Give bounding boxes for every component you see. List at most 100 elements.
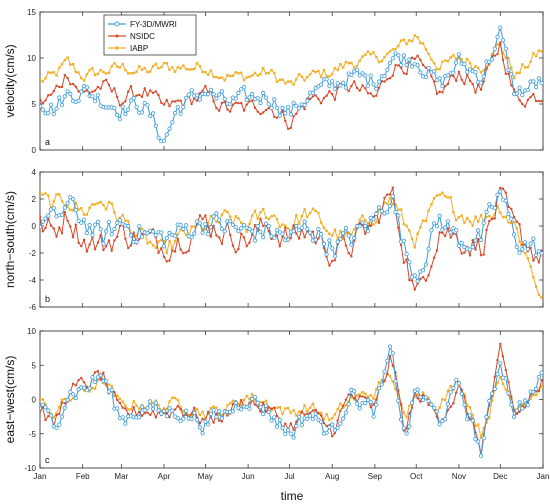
data-point-fy3d [473, 70, 478, 75]
data-point-nsidc [63, 402, 66, 405]
data-point-nsidc [512, 216, 516, 219]
data-point-nsidc [468, 254, 472, 257]
data-point-iabp [220, 413, 224, 417]
data-point-iabp [344, 404, 348, 407]
data-point-fy3d [404, 252, 409, 257]
data-point-nsidc [463, 395, 466, 398]
data-point-iabp [251, 214, 254, 217]
data-point-fy3d [233, 400, 238, 405]
data-point-fy3d [241, 223, 247, 228]
data-point-iabp [44, 192, 47, 195]
data-point-fy3d [307, 230, 313, 235]
data-point-fy3d [197, 425, 202, 430]
data-point-nsidc [190, 412, 193, 415]
data-point-nsidc [116, 398, 119, 402]
data-point-fy3d [476, 439, 481, 444]
data-point-nsidc [331, 259, 334, 263]
data-point-fy3d [407, 424, 412, 429]
data-point-iabp [160, 66, 163, 69]
data-point-fy3d [354, 67, 360, 72]
data-point-fy3d [112, 106, 117, 111]
data-point-fy3d [310, 90, 315, 96]
data-point-iabp [377, 381, 381, 384]
data-point-fy3d [363, 400, 368, 406]
data-point-fy3d [109, 232, 114, 237]
data-point-fy3d [291, 435, 296, 440]
data-point-fy3d [517, 400, 522, 405]
data-point-fy3d [365, 397, 371, 403]
data-point-nsidc [96, 85, 100, 89]
data-point-fy3d [82, 217, 87, 222]
data-point-iabp [402, 222, 405, 226]
data-point-iabp [441, 191, 444, 194]
data-point-iabp [52, 416, 55, 419]
data-point-fy3d [398, 417, 404, 422]
data-point-fy3d [277, 417, 282, 423]
data-point-fy3d [431, 221, 437, 226]
data-point-fy3d [40, 104, 43, 109]
data-point-iabp [474, 65, 477, 68]
data-point-iabp [110, 202, 113, 205]
series-fy3d [40, 189, 543, 284]
data-point-nsidc [77, 90, 80, 93]
data-point-iabp [504, 56, 507, 59]
data-point-nsidc [416, 54, 419, 57]
data-point-fy3d [371, 82, 376, 87]
data-point-nsidc [184, 413, 188, 416]
data-point-fy3d [517, 250, 522, 255]
data-point-nsidc [171, 100, 174, 103]
data-point-nsidc [435, 249, 439, 252]
data-point-iabp [162, 62, 166, 65]
data-point-nsidc [399, 66, 403, 70]
data-point-nsidc [270, 407, 273, 410]
data-point-fy3d [98, 227, 103, 232]
data-point-iabp [397, 208, 400, 211]
data-point-fy3d [478, 80, 484, 85]
data-point-fy3d [511, 232, 517, 237]
data-point-fy3d [376, 79, 382, 84]
data-point-iabp [421, 391, 425, 394]
data-point-iabp [325, 74, 328, 78]
data-point-nsidc [41, 102, 44, 105]
data-point-iabp [364, 53, 367, 57]
data-point-nsidc [317, 237, 320, 240]
data-point-fy3d [68, 389, 73, 395]
data-point-iabp [435, 194, 439, 197]
data-point-nsidc [82, 90, 86, 93]
data-point-fy3d [352, 388, 357, 394]
series-nsidc [40, 41, 543, 131]
data-point-nsidc [110, 249, 113, 252]
data-point-nsidc [209, 235, 213, 238]
data-point-nsidc [314, 408, 317, 412]
data-point-fy3d [506, 391, 511, 396]
data-point-iabp [430, 58, 433, 61]
data-point-iabp [284, 224, 287, 227]
data-point-iabp [325, 229, 328, 232]
data-point-fy3d [398, 62, 404, 68]
data-point-fy3d [503, 198, 508, 203]
data-point-nsidc [493, 375, 496, 379]
data-point-fy3d [184, 223, 189, 228]
data-point-iabp [273, 214, 276, 217]
data-point-fy3d [514, 244, 519, 249]
data-point-iabp [204, 70, 207, 74]
data-point-fy3d [247, 406, 252, 411]
data-point-iabp [391, 48, 394, 51]
y-axis-title: velocity(cm/s) [3, 44, 17, 117]
data-point-fy3d [374, 211, 379, 216]
data-point-nsidc [372, 95, 375, 98]
data-point-iabp [485, 215, 488, 219]
data-point-iabp [377, 60, 381, 64]
data-point-fy3d [498, 189, 503, 194]
data-point-iabp [256, 217, 259, 220]
data-point-iabp [339, 62, 342, 66]
legend-entry-iabp: IABP [108, 44, 148, 53]
data-point-fy3d [324, 77, 329, 82]
data-point-iabp [58, 193, 61, 196]
data-point-fy3d [327, 238, 332, 243]
panel-b: -6 -4 -2 0 2 4 north−south(cm/s) b [3, 168, 544, 312]
data-point-nsidc [121, 102, 124, 105]
data-point-fy3d [332, 428, 337, 433]
data-point-fy3d [266, 224, 271, 229]
data-point-iabp [127, 408, 130, 411]
